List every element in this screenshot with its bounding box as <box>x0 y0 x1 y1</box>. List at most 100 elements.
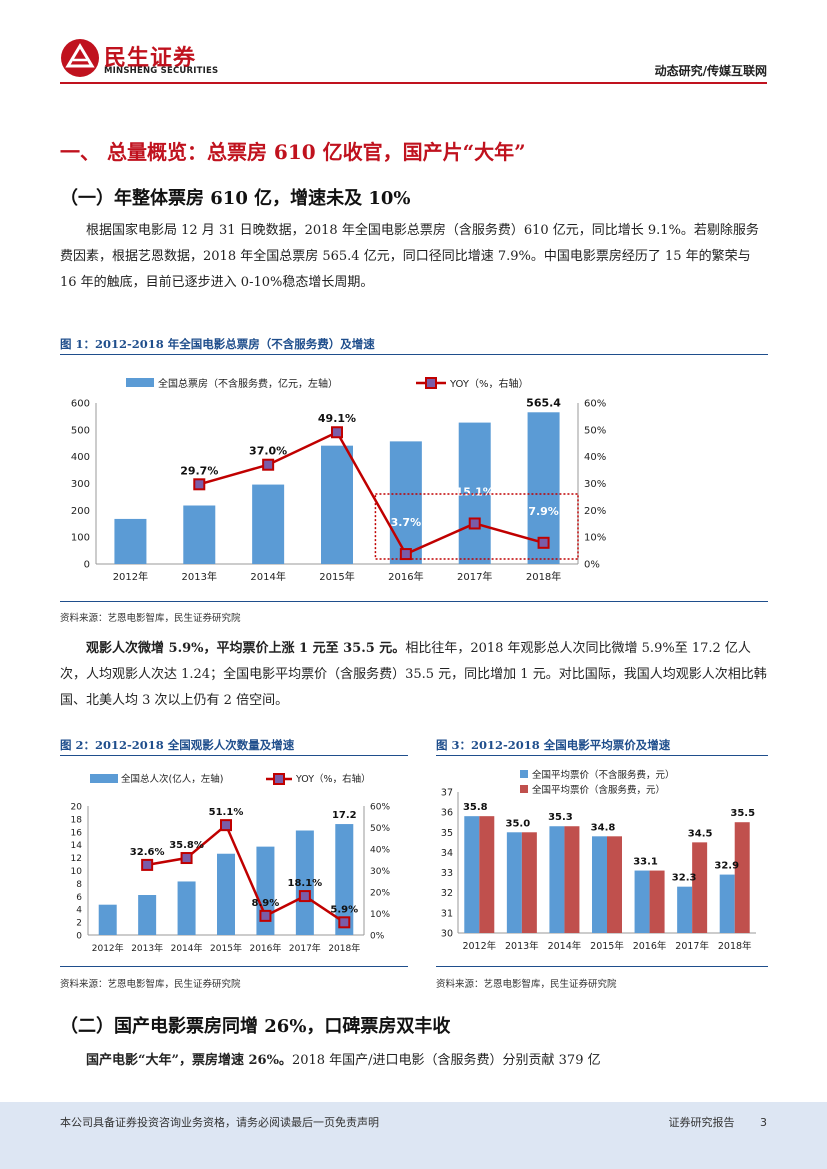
page-number: 3 <box>760 1116 767 1129</box>
figure-2-title: 图 2：2012-2018 全国观影人次数量及增速 <box>60 738 295 752</box>
bar <box>138 895 157 935</box>
y2-tick-label: 40% <box>370 846 390 856</box>
bar <box>295 830 314 935</box>
y-tick-label: 37 <box>441 788 453 799</box>
yoy-marker <box>262 458 275 471</box>
x-tick-label: 2012年 <box>113 570 148 583</box>
legend-bar-swatch <box>126 378 154 387</box>
yoy-value-label: 51.1% <box>209 807 244 818</box>
legend-bar-label: 全国总人次(亿人，左轴) <box>121 773 223 785</box>
y-tick-label: 12 <box>71 854 82 864</box>
x-tick-label: 2012年 <box>462 940 496 952</box>
bar <box>114 518 147 564</box>
y2-tick-label: 30% <box>370 867 390 877</box>
x-tick-label: 2016年 <box>388 570 423 583</box>
legend-label-incl: 全国平均票价（含服务费，元） <box>532 784 665 796</box>
y-tick-label: 16 <box>71 828 83 838</box>
yoy-marker <box>220 819 232 832</box>
bar <box>321 445 353 564</box>
yoy-value-label: 32.6% <box>130 847 165 858</box>
figure-3-source: 资料来源：艺恩电影智库，民生证券研究院 <box>436 979 617 990</box>
logo-english-name: MINSHENG SECURITIES <box>104 66 219 76</box>
bar <box>183 505 216 564</box>
x-tick-label: 2018年 <box>328 942 360 954</box>
x-tick-label: 2013年 <box>131 942 163 954</box>
logo-chinese-name: 民生证券 <box>104 46 197 71</box>
y2-tick-label: 0% <box>370 932 385 942</box>
bar-value-label: 17.2 <box>332 810 357 821</box>
figure-3-title: 图 3：2012-2018 全国电影平均票价及增速 <box>436 738 671 752</box>
legend-bar-swatch <box>90 774 118 783</box>
figure-1-title: 图 1：2012-2018 年全国电影总票房（不含服务费）及增速 <box>60 337 375 351</box>
x-tick-label: 2013年 <box>505 940 539 952</box>
bar-value-label: 34.5 <box>688 828 713 839</box>
y2-tick-label: 60% <box>370 803 390 813</box>
legend-swatch-excl <box>520 770 528 778</box>
paragraph-3-text: 2018 年国产/进口电影（含服务费）分别贡献 379 亿 <box>291 1053 601 1068</box>
x-tick-label: 2014年 <box>171 942 203 954</box>
bar-value-label: 35.5 <box>730 808 755 819</box>
y-tick-label: 33 <box>441 868 453 879</box>
subsection-title-1: （一）年整体票房 610 亿，增速未及 10% <box>60 188 411 209</box>
x-tick-label: 2015年 <box>590 940 624 952</box>
legend-line-marker <box>425 377 437 389</box>
x-tick-label: 2014年 <box>250 570 285 583</box>
x-tick-label: 2018年 <box>526 570 561 583</box>
yoy-value-label: 8.9% <box>252 898 280 909</box>
bar-value-label: 33.1 <box>633 857 658 868</box>
y2-tick-label: 0% <box>584 560 600 571</box>
y2-tick-label: 20% <box>370 889 390 899</box>
y2-tick-label: 10% <box>370 910 390 920</box>
y-tick-label: 6 <box>76 893 82 903</box>
footer-report-type: 证券研究报告 <box>668 1116 735 1129</box>
bar-value-label: 32.9 <box>714 861 739 872</box>
y-tick-label: 36 <box>441 808 453 819</box>
x-tick-label: 2017年 <box>289 942 321 954</box>
yoy-line <box>146 823 345 924</box>
bar-incl-fee <box>479 816 495 933</box>
y-tick-label: 0 <box>76 932 82 942</box>
y-tick-label: 30 <box>441 929 453 940</box>
yoy-value-label: 37.0% <box>249 445 287 458</box>
bar <box>252 484 285 564</box>
bar-value-label: 565.4 <box>526 396 561 409</box>
footer-disclaimer: 本公司具备证券投资咨询业务资格，请务必阅读最后一页免责声明 <box>60 1116 379 1129</box>
yoy-marker <box>468 517 481 530</box>
paragraph-1: 根据国家电影局 12 月 31 日晚数据，2018 年全国电影总票房（含服务费）… <box>60 218 768 296</box>
figure-3-bottom-rule <box>436 966 768 967</box>
bar-incl-fee <box>734 822 750 933</box>
yoy-value-label: 7.9% <box>528 505 559 518</box>
bar <box>389 441 422 564</box>
yoy-marker <box>259 909 272 922</box>
y-tick-label: 18 <box>71 815 83 825</box>
bar <box>335 824 354 935</box>
figure-3-top-rule <box>436 755 768 756</box>
y-tick-label: 600 <box>71 399 90 410</box>
bar-value-label: 35.8 <box>463 802 488 813</box>
paragraph-3: 国产电影“大年”，票房增速 26%。2018 年国产/进口电影（含服务费）分别贡… <box>60 1048 768 1074</box>
paragraph-3-lead: 国产电影“大年”，票房增速 26%。 <box>86 1053 292 1068</box>
bar <box>217 853 235 935</box>
y-tick-label: 20 <box>71 803 83 813</box>
highlight-box <box>374 493 579 560</box>
y2-tick-label: 40% <box>584 452 606 463</box>
y2-tick-label: 30% <box>584 479 606 490</box>
section-title: 一、 总量概览：总票房 610 亿收官，国产片“大年” <box>60 140 526 164</box>
y-tick-label: 2 <box>76 919 82 929</box>
y-tick-label: 31 <box>441 908 453 919</box>
bar-excl-fee <box>464 816 480 933</box>
yoy-value-label: 18.1% <box>288 878 323 889</box>
legend-swatch-incl <box>520 785 528 793</box>
figure-1-source: 资料来源：艺恩电影智库，民生证券研究院 <box>60 613 241 624</box>
figure-3-chart: 30 31 32 33 34 35 36 37 2012年 2013年 2014年 2015年 2016… <box>441 769 756 952</box>
legend-line-marker <box>273 773 285 785</box>
legend-label-excl: 全国平均票价（不含服务费，元） <box>532 769 675 781</box>
bar-value-label: 34.8 <box>591 822 616 833</box>
figure-1-bottom-rule <box>60 601 768 602</box>
y-tick-label: 35 <box>441 828 453 839</box>
x-tick-label: 2015年 <box>319 570 354 583</box>
yoy-marker <box>338 916 351 929</box>
yoy-marker <box>399 548 412 561</box>
y-tick-label: 200 <box>71 506 90 517</box>
x-tick-label: 2016年 <box>249 942 281 954</box>
